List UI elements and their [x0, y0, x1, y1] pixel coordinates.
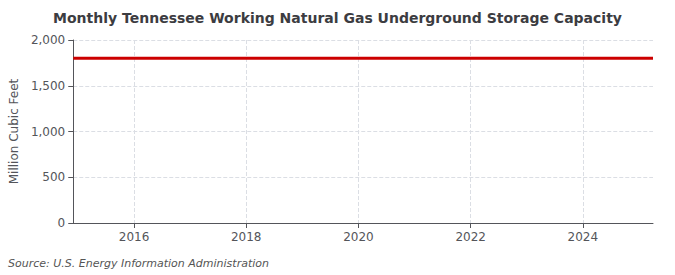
- svg-text:1,500: 1,500: [31, 79, 65, 93]
- svg-text:500: 500: [42, 170, 65, 184]
- svg-text:1,000: 1,000: [31, 125, 65, 139]
- svg-text:Million Cubic Feet: Million Cubic Feet: [7, 78, 21, 184]
- svg-text:2024: 2024: [568, 230, 599, 244]
- svg-text:Monthly Tennessee Working Natu: Monthly Tennessee Working Natural Gas Un…: [53, 10, 622, 26]
- svg-text:0: 0: [58, 216, 66, 230]
- svg-text:2016: 2016: [119, 230, 150, 244]
- svg-text:2018: 2018: [231, 230, 262, 244]
- svg-text:2020: 2020: [343, 230, 374, 244]
- svg-text:Source: U.S. Energy Informatio: Source: U.S. Energy Information Administ…: [8, 257, 269, 270]
- svg-text:2022: 2022: [455, 230, 486, 244]
- svg-text:2,000: 2,000: [31, 33, 65, 47]
